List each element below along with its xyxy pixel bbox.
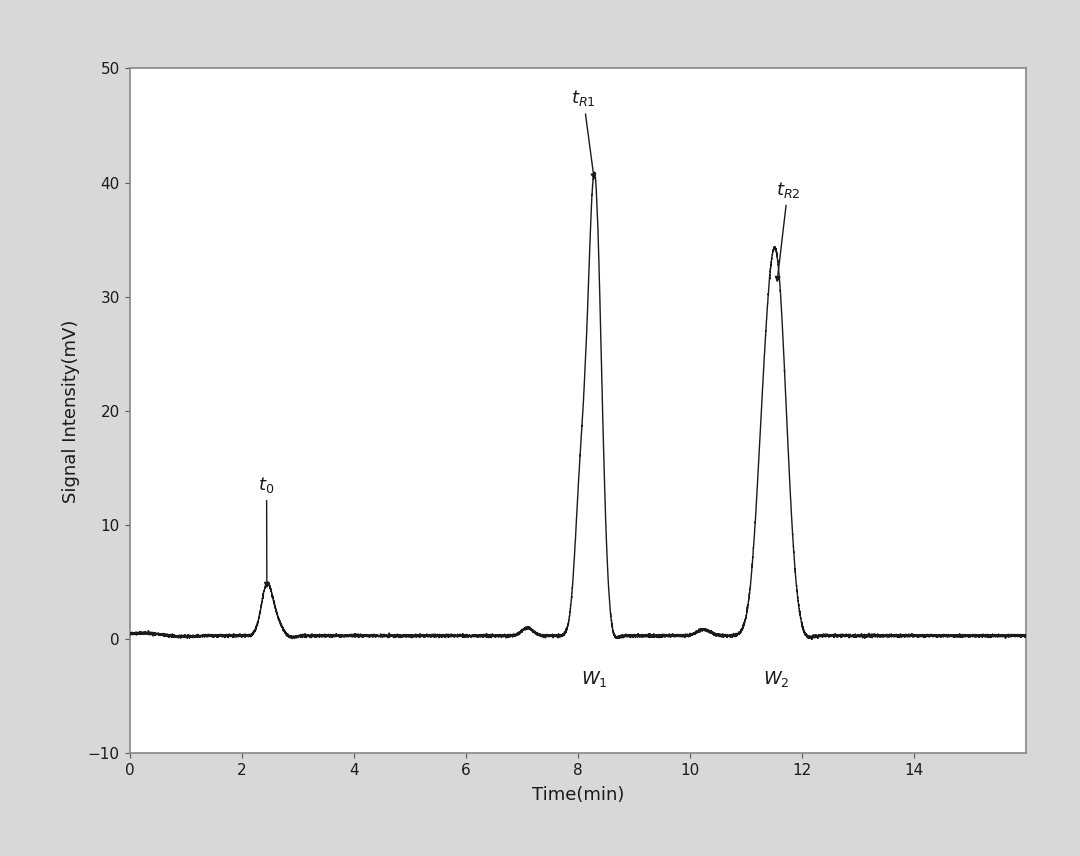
X-axis label: Time(min): Time(min) — [531, 787, 624, 805]
Text: $W_1$: $W_1$ — [581, 669, 608, 689]
Text: $t_0$: $t_0$ — [258, 475, 274, 587]
Text: $t_{R2}$: $t_{R2}$ — [775, 180, 800, 281]
Text: $W_2$: $W_2$ — [764, 669, 789, 689]
Y-axis label: Signal Intensity(mV): Signal Intensity(mV) — [62, 319, 80, 502]
Text: $t_{R1}$: $t_{R1}$ — [571, 88, 596, 178]
